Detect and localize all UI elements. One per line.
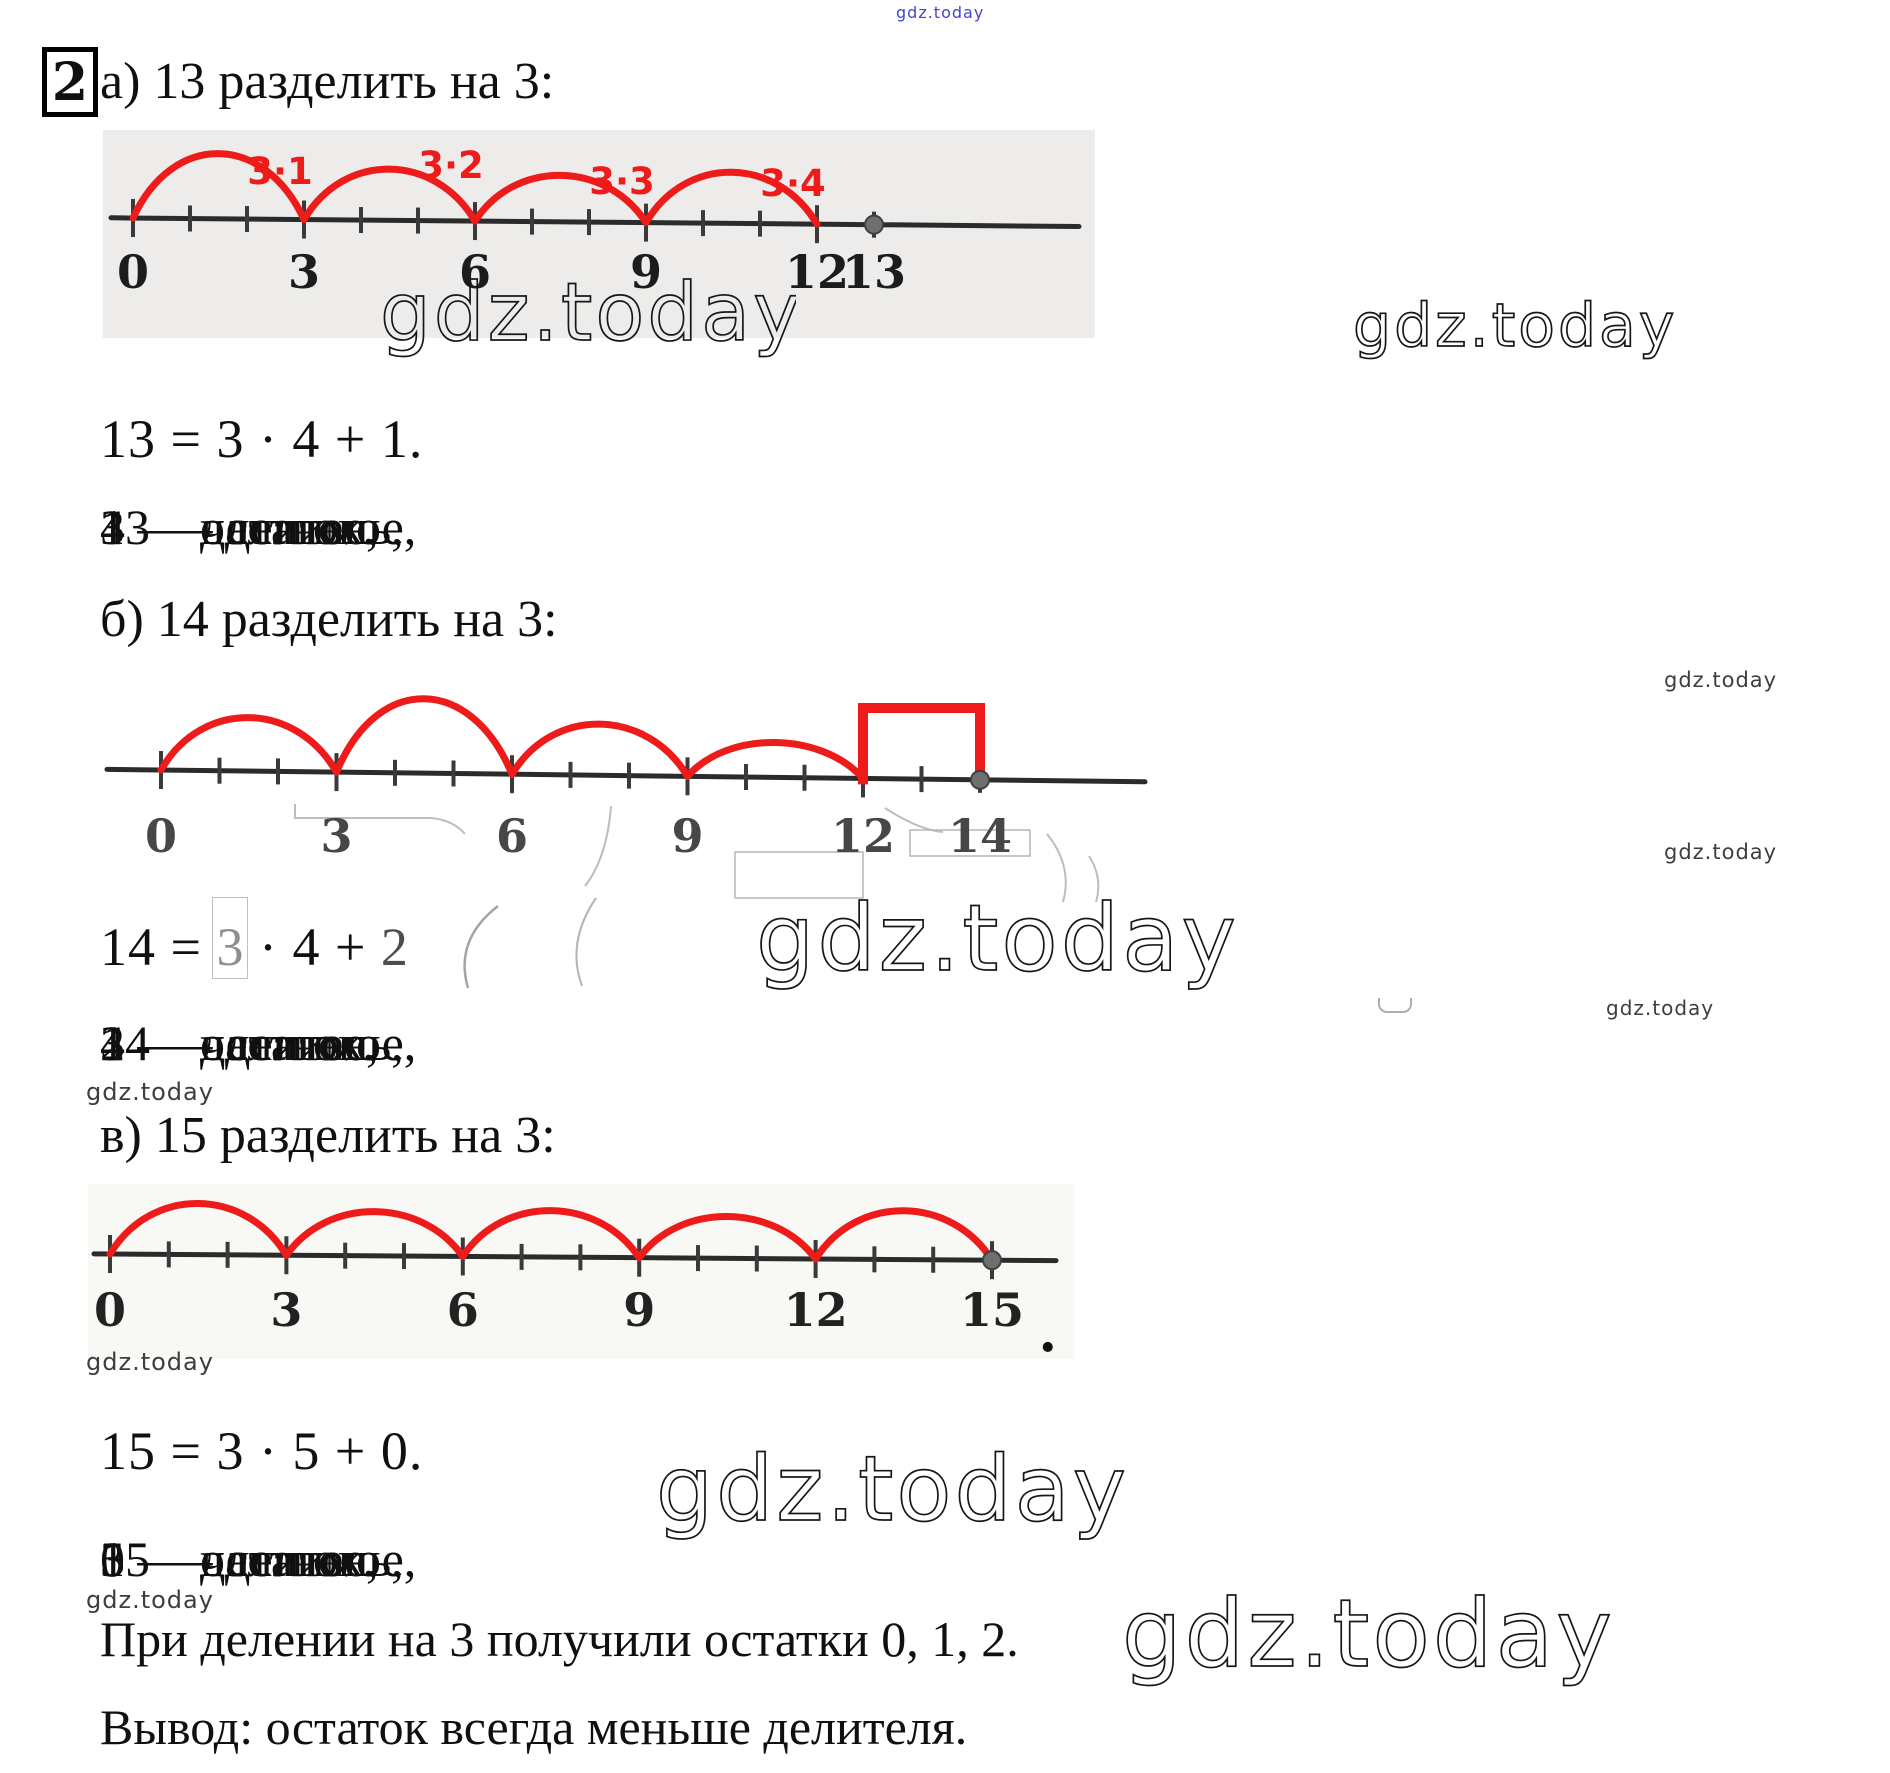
numberline-b: 0 3 6 9 12 14 xyxy=(104,695,1148,902)
section-b-heading: б) 14 разделить на 3: xyxy=(100,591,558,648)
watermark-large-a: gdz.today xyxy=(379,265,796,360)
problem-number: 2 xyxy=(51,51,89,113)
term-remainder-b: 2 — остаток. xyxy=(100,1015,375,1071)
term-remainder-v: 0 — остаток. xyxy=(100,1531,375,1587)
term-quotient-a: 4 — частное, xyxy=(100,499,379,555)
equation-b-middle: · 4 + xyxy=(244,917,381,977)
terms-row-v: 15 — делимое, 3 — делитель, 5 — частное,… xyxy=(100,1530,1840,1594)
svg-text:0: 0 xyxy=(94,1283,126,1337)
watermark-large-bottom: gdz.today xyxy=(1121,1579,1615,1690)
svg-text:9: 9 xyxy=(671,809,703,863)
watermark-medium-a: gdz.today xyxy=(1352,290,1677,362)
term-divisor-b: 3 — делитель, xyxy=(100,1015,404,1071)
svg-text:14: 14 xyxy=(948,809,1012,863)
terms-row-a: 13 — делимое, 3 — делитель, 4 — частное,… xyxy=(100,498,1840,562)
svg-text:12: 12 xyxy=(785,245,849,299)
term-dividend-v: 15 — делимое, xyxy=(100,1531,417,1587)
pencil-bracket xyxy=(1378,998,1412,1013)
svg-text:0: 0 xyxy=(117,245,149,299)
svg-text:6: 6 xyxy=(496,809,528,863)
section-a-heading: а) 13 разделить на 3: xyxy=(100,53,555,110)
watermark-text: gdz.today xyxy=(380,266,796,359)
watermark-small-left-1: gdz.today xyxy=(86,1078,214,1106)
period-mark: . xyxy=(1040,1297,1056,1365)
svg-text:3: 3 xyxy=(288,245,320,299)
svg-text:3·4: 3·4 xyxy=(760,162,826,205)
watermark-top-blue: gdz.today xyxy=(896,3,985,22)
svg-text:3: 3 xyxy=(320,809,352,863)
equation-a: 13 = 3 · 4 + 1. xyxy=(100,409,424,469)
svg-text:6: 6 xyxy=(459,245,491,299)
svg-text:12: 12 xyxy=(784,1283,848,1337)
watermark-large-b: gdz.today xyxy=(755,884,1239,993)
conclusion-statement: Вывод: остаток всегда меньше делителя. xyxy=(100,1699,968,1755)
term-remainder-a: 1 — остаток. xyxy=(100,499,375,555)
watermark-text: gdz.today xyxy=(656,1437,1129,1542)
svg-text:13: 13 xyxy=(842,245,906,299)
watermark-small-right-2: gdz.today xyxy=(1664,840,1778,864)
equation-v: 15 = 3 · 5 + 0. xyxy=(100,1421,424,1481)
conclusion-remainders: При делении на 3 получили остатки 0, 1, … xyxy=(100,1611,1019,1667)
svg-text:3: 3 xyxy=(270,1283,302,1337)
term-dividend-a: 13 — делимое, xyxy=(100,499,417,555)
svg-text:3·3: 3·3 xyxy=(589,160,655,203)
equation-b-lhs: 14 = xyxy=(100,917,217,977)
problem-number-box: 2 xyxy=(42,47,98,117)
pencil-mark-2 xyxy=(575,897,597,987)
numberline-v: 0 3 6 9 12 15 xyxy=(88,1184,1074,1359)
svg-text:0: 0 xyxy=(145,809,177,863)
equation-b: 14 = 3 · 4 + 2 xyxy=(100,916,409,978)
svg-text:9: 9 xyxy=(630,245,662,299)
svg-text:3·1: 3·1 xyxy=(247,150,313,193)
equation-b-remainder: 2 xyxy=(380,917,409,977)
svg-text:12: 12 xyxy=(831,809,895,863)
svg-text:9: 9 xyxy=(623,1283,655,1337)
watermark-text: gdz.today xyxy=(1122,1580,1615,1689)
section-v-heading: в) 15 разделить на 3: xyxy=(100,1107,556,1164)
watermark-small-left-2: gdz.today xyxy=(86,1348,214,1376)
svg-text:6: 6 xyxy=(447,1283,479,1337)
watermark-small-left-3: gdz.today xyxy=(86,1586,214,1614)
watermark-text: gdz.today xyxy=(756,885,1239,992)
watermark-large-v: gdz.today xyxy=(655,1436,1129,1543)
svg-text:3·2: 3·2 xyxy=(418,144,484,187)
term-dividend-b: 14 — делимое, xyxy=(100,1015,417,1071)
term-divisor-a: 3 — делитель, xyxy=(100,499,404,555)
equation-b-divisor: 3 xyxy=(216,917,245,977)
term-quotient-v: 5 — частное, xyxy=(100,1531,379,1587)
watermark-text: gdz.today xyxy=(1353,291,1677,361)
term-divisor-v: 3 — делитель, xyxy=(100,1531,404,1587)
watermark-small-above-remainder: gdz.today xyxy=(1606,996,1715,1020)
terms-row-b: 14 — делимое, 3 — делитель, 4 — частное,… xyxy=(100,1014,1840,1078)
term-quotient-b: 4 — частное, xyxy=(100,1015,379,1071)
watermark-small-right-1: gdz.today xyxy=(1664,668,1778,692)
svg-text:15: 15 xyxy=(960,1283,1024,1337)
pencil-mark-1 xyxy=(463,905,499,989)
